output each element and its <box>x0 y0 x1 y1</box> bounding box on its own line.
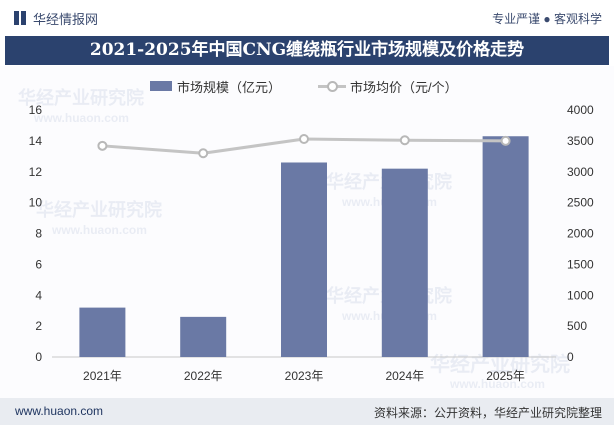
line-point-avg-price <box>399 135 410 146</box>
bar-market-size <box>482 136 529 357</box>
left-axis-tick-label: 10 <box>29 196 43 210</box>
x-axis-tick-label: 2024年 <box>385 369 424 383</box>
x-axis-tick-label: 2023年 <box>285 369 324 383</box>
bar-market-size <box>381 168 428 357</box>
legend-label: 市场规模（亿元） <box>177 79 282 95</box>
right-axis-tick-label: 2000 <box>567 227 594 241</box>
header: 华经情报网 专业严谨 ● 客观科学 <box>0 0 614 34</box>
footer-site: www.huaon.com <box>15 404 104 418</box>
slogan: 专业严谨 ● 客观科学 <box>492 12 602 26</box>
watermark-text: 华经产业研究院 <box>36 199 162 220</box>
right-axis-tick-label: 2500 <box>567 196 594 210</box>
bar-market-size <box>180 316 227 357</box>
line-point-avg-price <box>198 148 209 159</box>
left-axis-tick-label: 4 <box>35 288 42 302</box>
chart-area: 华经产业研究院 www.huaon.com 华经产业研究院 www.huaon.… <box>0 66 614 398</box>
legend-item-market-size: 市场规模（亿元） <box>150 77 281 95</box>
bar-market-size <box>79 307 126 357</box>
legend-bar-swatch <box>150 81 172 91</box>
logo-icon <box>14 11 27 25</box>
right-axis-tick-label: 3500 <box>567 134 594 148</box>
legend-label: 市场均价（元/个） <box>350 79 458 95</box>
watermark-site: www.huaon.com <box>51 223 147 237</box>
title-banner: 2021-2025年中国CNG缠绕瓶行业市场规模及价格走势 <box>5 36 609 65</box>
legend-line-swatch <box>318 77 346 95</box>
footer: www.huaon.com 资料来源：公开资料，华经产业研究院整理 <box>0 398 614 425</box>
right-axis-tick-label: 1500 <box>567 257 594 271</box>
watermark-text: 华经产业研究院 <box>18 87 144 108</box>
chart-title: 2021-2025年中国CNG缠绕瓶行业市场规模及价格走势 <box>89 40 525 60</box>
line-point-avg-price <box>97 140 108 151</box>
legend: 市场规模（亿元） 市场均价（元/个） <box>0 77 614 95</box>
left-axis-tick-label: 12 <box>29 165 43 179</box>
right-axis-tick-label: 1000 <box>567 288 594 302</box>
left-axis-tick-label: 2 <box>35 319 42 333</box>
right-axis-tick-label: 4000 <box>567 103 594 117</box>
right-axis-tick-label: 500 <box>567 319 587 333</box>
legend-marker <box>327 81 338 92</box>
x-axis-tick-label: 2022年 <box>184 369 223 383</box>
watermark-site: www.huaon.com <box>33 111 129 125</box>
x-axis-tick-label: 2021年 <box>83 369 122 383</box>
line-point-avg-price <box>299 134 309 145</box>
left-axis-tick-label: 8 <box>35 227 42 241</box>
bar-market-size <box>281 162 327 357</box>
left-axis-tick-label: 16 <box>29 103 43 117</box>
line-point-avg-price <box>500 135 511 146</box>
left-axis-tick-label: 14 <box>29 134 43 148</box>
brand-name: 华经情报网 <box>33 12 99 27</box>
watermark-site: www.huaon.com <box>449 377 545 391</box>
x-axis-tick-label: 2025年 <box>486 369 525 383</box>
left-axis-tick-label: 6 <box>35 257 42 271</box>
footer-source: 资料来源：公开资料，华经产业研究院整理 <box>373 406 602 420</box>
combo-chart: 华经产业研究院 www.huaon.com 华经产业研究院 www.huaon.… <box>18 87 594 391</box>
legend-item-avg-price: 市场均价（元/个） <box>318 77 458 95</box>
right-axis-tick-label: 3000 <box>567 165 594 179</box>
left-axis-tick-label: 0 <box>35 350 42 364</box>
right-axis-tick-label: 0 <box>567 350 574 364</box>
